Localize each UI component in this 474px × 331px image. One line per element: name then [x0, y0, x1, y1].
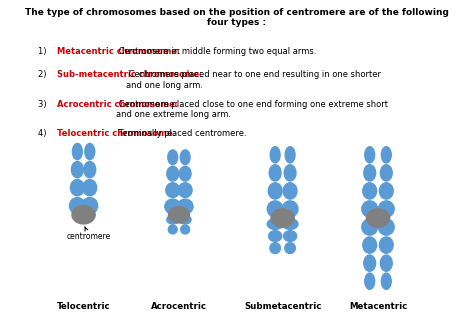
Text: Centromere placed close to one end forming one extreme short
and one extreme lon: Centromere placed close to one end formi…: [116, 100, 388, 119]
Ellipse shape: [362, 219, 378, 235]
Text: Telocentric chromosome:: Telocentric chromosome:: [56, 129, 175, 138]
Ellipse shape: [269, 231, 282, 242]
Circle shape: [366, 209, 390, 227]
Ellipse shape: [70, 198, 85, 214]
Ellipse shape: [167, 215, 179, 224]
Text: Metacentric chromosome:: Metacentric chromosome:: [56, 47, 180, 56]
Ellipse shape: [378, 219, 394, 235]
Text: Centromere placed near to one end resulting in one shorter
and one long arm.: Centromere placed near to one end result…: [126, 70, 381, 90]
Ellipse shape: [71, 179, 84, 196]
Ellipse shape: [83, 179, 97, 196]
Ellipse shape: [378, 201, 394, 217]
Ellipse shape: [270, 147, 280, 163]
Ellipse shape: [283, 231, 297, 242]
Ellipse shape: [85, 143, 95, 160]
Ellipse shape: [363, 237, 377, 253]
Text: Sub-metacentric chromosome:: Sub-metacentric chromosome:: [56, 70, 202, 79]
Ellipse shape: [379, 237, 393, 253]
Ellipse shape: [282, 201, 298, 217]
Ellipse shape: [379, 183, 393, 199]
Ellipse shape: [73, 143, 82, 160]
Text: Submetacentric: Submetacentric: [244, 302, 321, 311]
Ellipse shape: [282, 218, 298, 229]
Ellipse shape: [267, 201, 283, 217]
Ellipse shape: [285, 243, 295, 254]
Ellipse shape: [380, 165, 392, 181]
Ellipse shape: [181, 225, 190, 234]
Ellipse shape: [179, 215, 191, 224]
Text: 2): 2): [38, 70, 49, 79]
Ellipse shape: [268, 183, 282, 199]
Ellipse shape: [364, 165, 375, 181]
Circle shape: [168, 207, 190, 223]
Text: 1): 1): [38, 47, 49, 56]
Text: 3): 3): [38, 100, 49, 109]
Circle shape: [72, 206, 95, 224]
Ellipse shape: [365, 147, 374, 163]
Ellipse shape: [168, 225, 177, 234]
Ellipse shape: [166, 183, 180, 198]
Ellipse shape: [269, 165, 281, 181]
Text: Centromere in middle forming two equal arms.: Centromere in middle forming two equal a…: [116, 47, 316, 56]
Text: centromere: centromere: [67, 227, 111, 241]
Ellipse shape: [165, 199, 181, 214]
Ellipse shape: [178, 183, 192, 198]
Ellipse shape: [283, 183, 297, 199]
Ellipse shape: [364, 255, 375, 271]
Text: Metacentric: Metacentric: [349, 302, 407, 311]
Ellipse shape: [177, 199, 193, 214]
Ellipse shape: [72, 162, 83, 178]
Ellipse shape: [380, 255, 392, 271]
Text: 4): 4): [38, 129, 49, 138]
Ellipse shape: [363, 183, 377, 199]
Ellipse shape: [365, 273, 374, 289]
Ellipse shape: [168, 150, 178, 165]
Ellipse shape: [284, 165, 296, 181]
Text: Telocentric: Telocentric: [57, 302, 110, 311]
Ellipse shape: [362, 201, 378, 217]
Text: The type of chromosomes based on the position of centromere are of the following: The type of chromosomes based on the pos…: [25, 8, 449, 27]
Text: Acrocentric: Acrocentric: [151, 302, 207, 311]
Text: Acrocentric chromosome:: Acrocentric chromosome:: [56, 100, 178, 109]
Ellipse shape: [382, 147, 391, 163]
Ellipse shape: [179, 166, 191, 181]
Ellipse shape: [382, 273, 391, 289]
Ellipse shape: [285, 147, 295, 163]
Text: Terminally placed centromere.: Terminally placed centromere.: [116, 129, 246, 138]
Ellipse shape: [180, 150, 190, 165]
Ellipse shape: [82, 198, 98, 214]
Circle shape: [271, 209, 294, 227]
Ellipse shape: [267, 218, 283, 229]
Ellipse shape: [167, 166, 179, 181]
Ellipse shape: [84, 162, 96, 178]
Ellipse shape: [270, 243, 281, 254]
